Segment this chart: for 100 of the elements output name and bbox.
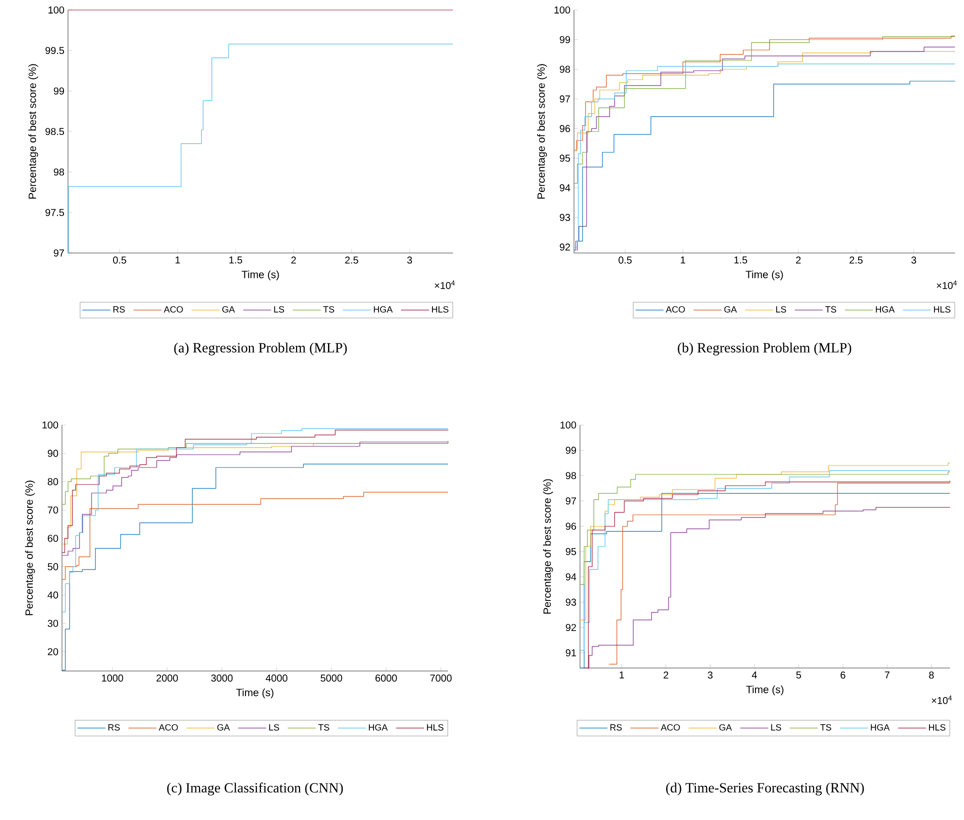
x-tick-label: 1000 xyxy=(102,674,124,682)
x-tick-label: 2 xyxy=(796,256,801,264)
x-axis-title: Time (s) xyxy=(746,685,784,696)
x-tick-label: 3 xyxy=(708,672,713,679)
y-tick-label: 50 xyxy=(48,563,58,570)
legend-label: LS xyxy=(776,306,786,313)
y-tick-label: 20 xyxy=(48,648,58,656)
text: (d) Time-Series Forecasting (RNN) xyxy=(666,782,864,796)
text: (a) Regression Problem (MLP) xyxy=(174,342,347,356)
x-tick-label: 0.5 xyxy=(618,256,632,264)
y-tick-label: 100 xyxy=(48,6,64,14)
x-tick-label: 3 xyxy=(407,256,412,264)
x-tick-label: 2 xyxy=(291,256,296,264)
legend-label: GA xyxy=(217,724,230,731)
y-tick-label: 100 xyxy=(42,421,58,429)
x-tick-label: 1.5 xyxy=(229,256,242,264)
y-tick-label: 100 xyxy=(554,6,570,14)
y-axis-title: Percentage of best score (%) xyxy=(25,480,35,616)
y-tick-label: 90 xyxy=(48,450,58,457)
legend-label: RS xyxy=(610,724,622,731)
legend-label: HGA xyxy=(374,306,393,313)
y-tick-label: 91 xyxy=(566,649,576,656)
legend-label: ACO xyxy=(666,306,685,313)
legend-label: LS xyxy=(269,724,280,731)
legend-label: TS xyxy=(820,724,832,731)
y-tick-label: 96 xyxy=(566,522,576,530)
y-tick-label: 95 xyxy=(566,548,576,556)
x-tick-label: 2000 xyxy=(156,674,178,682)
legend-label: RS xyxy=(108,724,120,731)
legend-label: LS xyxy=(771,724,782,731)
y-tick-label: 93 xyxy=(566,598,576,606)
x-tick-label: 7000 xyxy=(430,674,452,682)
text: ×10$^{4}$ xyxy=(936,280,957,290)
legend-label: ACO xyxy=(158,724,178,731)
x-tick-label: 2.5 xyxy=(345,256,358,264)
y-tick-label: 92 xyxy=(566,624,576,632)
y-tick-label: 99 xyxy=(566,446,576,454)
x-tick-label: 1 xyxy=(176,256,180,264)
x-tick-label: 8 xyxy=(929,672,934,679)
legend-label: HLS xyxy=(432,306,448,313)
x-axis-title: Time (s) xyxy=(236,688,274,698)
text: ×10$^{4}$ xyxy=(434,280,455,290)
y-tick-label: 98 xyxy=(54,168,64,176)
y-axis-title: Percentage of best score (%) xyxy=(543,479,553,614)
text: (c) Image Classification (CNN) xyxy=(167,782,343,796)
x-tick-label: 4000 xyxy=(266,674,288,682)
text: ×10$^{4}$ xyxy=(932,696,952,704)
legend-label: TS xyxy=(318,724,330,731)
legend-label: ACO xyxy=(660,724,680,731)
y-tick-label: 99.5 xyxy=(45,46,64,54)
x-axis-title: Time (s) xyxy=(746,270,783,280)
y-tick-label: 60 xyxy=(48,534,58,542)
y-axis-title: Percentage of best score (%) xyxy=(28,64,38,199)
y-tick-label: 80 xyxy=(48,478,58,486)
legend-label: HGA xyxy=(876,306,895,313)
y-tick-label: 94 xyxy=(560,184,570,192)
y-tick-label: 70 xyxy=(48,506,58,514)
y-tick-label: 99 xyxy=(54,87,64,95)
x-tick-label: 1 xyxy=(680,256,686,264)
x-tick-label: 1 xyxy=(620,672,624,678)
x-tick-label: 5 xyxy=(796,672,802,679)
legend-label: TS xyxy=(825,306,836,313)
x-tick-label: 3 xyxy=(911,256,916,264)
legend-label: HGA xyxy=(870,724,890,731)
x-tick-label: 0.5 xyxy=(113,256,126,264)
y-tick-label: 93 xyxy=(560,214,570,221)
y-tick-label: 98.5 xyxy=(45,128,64,136)
y-tick-label: 40 xyxy=(48,592,58,599)
y-tick-label: 96 xyxy=(560,124,570,132)
x-tick-label: 5000 xyxy=(320,674,342,682)
y-tick-label: 97.5 xyxy=(45,208,64,216)
x-tick-label: 2 xyxy=(664,672,668,679)
legend-label: LS xyxy=(274,306,284,313)
y-axis-title: Percentage of best score (%) xyxy=(537,64,547,199)
legend-label: HLS xyxy=(929,724,946,731)
legend-label: GA xyxy=(222,306,235,313)
x-tick-label: 4 xyxy=(752,672,757,678)
y-tick-label: 92 xyxy=(560,244,570,251)
y-tick-label: 30 xyxy=(48,620,58,627)
y-tick-label: 98 xyxy=(560,66,570,73)
text: (b) Regression Problem (MLP) xyxy=(678,342,852,356)
y-tick-label: 97 xyxy=(566,497,576,504)
y-tick-label: 100 xyxy=(560,421,576,429)
y-tick-label: 94 xyxy=(566,573,576,580)
legend-label: ACO xyxy=(164,306,183,313)
legend-label: GA xyxy=(719,724,732,731)
x-tick-label: 3000 xyxy=(211,674,233,682)
x-axis-title: Time (s) xyxy=(242,270,279,280)
y-tick-label: 97 xyxy=(560,95,570,102)
y-tick-label: 98 xyxy=(566,472,576,480)
x-tick-label: 2.5 xyxy=(850,256,863,264)
x-tick-label: 6000 xyxy=(376,674,397,682)
legend-label: GA xyxy=(724,306,737,313)
legend-label: HGA xyxy=(368,724,388,731)
legend-label: HLS xyxy=(934,306,950,313)
y-tick-label: 99 xyxy=(560,36,570,44)
legend-label: TS xyxy=(323,306,334,313)
y-tick-label: 97 xyxy=(54,249,64,257)
x-tick-label: 7 xyxy=(884,672,890,678)
x-tick-label: 1.5 xyxy=(734,256,748,264)
